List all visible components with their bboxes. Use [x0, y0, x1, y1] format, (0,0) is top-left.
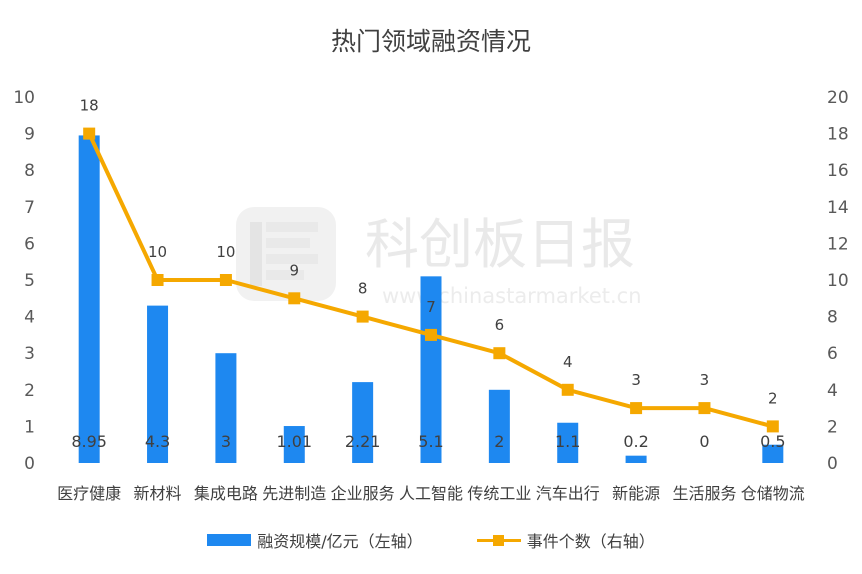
- category-label: 传统工业: [467, 484, 531, 503]
- bar: [557, 422, 579, 463]
- line-point: [698, 402, 711, 415]
- right-axis-tick-label: 2: [827, 417, 838, 437]
- right-axis-tick-label: 4: [827, 381, 838, 401]
- left-axis-tick-label: 8: [24, 161, 35, 181]
- right-axis-tick-label: 10: [827, 271, 849, 291]
- left-axis-tick-label: 5: [24, 271, 35, 291]
- category-label: 企业服务: [331, 484, 395, 503]
- left-axis-tick-label: 9: [24, 125, 35, 145]
- line-series: 18 10 10 9 8 7 6 4 3 3 2: [80, 97, 779, 433]
- left-axis-tick-label: 2: [24, 381, 35, 401]
- category-label: 新材料: [134, 484, 182, 503]
- bar-data-label: 0.5: [760, 432, 785, 451]
- left-axis: 0 1 2 3 4 5 6 7 8 9 10: [13, 88, 35, 474]
- bar: [420, 276, 442, 463]
- left-axis-tick-label: 3: [24, 344, 35, 364]
- legend-item-bar[interactable]: 融资规模/亿元（左轴）: [207, 528, 423, 552]
- line-data-label: 9: [289, 261, 299, 279]
- chart-title: 热门领域融资情况: [330, 27, 531, 56]
- right-axis-tick-label: 14: [827, 198, 849, 218]
- left-axis-tick-label: 10: [13, 88, 35, 108]
- line-data-label: 18: [80, 97, 99, 115]
- bar-data-label: 0: [699, 432, 709, 451]
- line-data-label: 3: [631, 371, 641, 389]
- right-axis-tick-label: 6: [827, 344, 838, 364]
- bar-data-label: 5.1: [418, 432, 443, 451]
- line-point: [630, 402, 643, 415]
- line-point: [219, 274, 232, 286]
- bar-data-label: 3: [221, 432, 231, 451]
- line-data-label: 4: [563, 353, 573, 371]
- bar: [283, 426, 305, 463]
- category-label: 人工智能: [399, 484, 463, 503]
- category-label: 集成电路: [194, 484, 258, 503]
- line-data-label: 3: [700, 371, 710, 389]
- bar-series: 8.95 4.3 3 1.01 2.21 5.1 2 1.1 0.2 0 0.5: [71, 135, 786, 463]
- right-axis-tick-label: 0: [827, 454, 838, 474]
- legend-bar-label: 融资规模/亿元（左轴）: [257, 532, 423, 551]
- right-axis-tick-label: 12: [827, 234, 849, 254]
- bar: [78, 135, 100, 463]
- line-data-label: 8: [358, 280, 368, 298]
- category-label: 新能源: [612, 484, 660, 503]
- right-axis-tick-label: 18: [827, 125, 849, 145]
- line-data-label: 10: [148, 243, 167, 261]
- line-data-label: 2: [768, 389, 778, 407]
- line-data-label: 6: [495, 316, 505, 334]
- line-point: [493, 347, 506, 360]
- legend-bar-swatch-icon: [207, 534, 252, 546]
- bar-data-label: 4.3: [145, 432, 170, 451]
- bar-data-label: 1.01: [276, 432, 312, 451]
- category-label: 先进制造: [262, 484, 326, 503]
- bar-data-label: 2: [494, 432, 504, 451]
- bar: [352, 382, 374, 463]
- left-axis-tick-label: 0: [24, 454, 35, 474]
- left-axis-tick-label: 6: [24, 234, 35, 254]
- bar: [625, 455, 647, 463]
- line-point: [561, 383, 574, 396]
- line-point: [151, 274, 164, 286]
- bar-data-label: 0.2: [623, 432, 648, 451]
- category-label: 生活服务: [672, 484, 736, 503]
- right-axis-tick-label: 8: [827, 308, 838, 328]
- left-axis-tick-label: 4: [24, 308, 35, 328]
- category-label: 汽车出行: [536, 484, 600, 503]
- bar: [488, 389, 510, 463]
- bar: [147, 305, 169, 463]
- bar-data-label: 1.1: [555, 432, 580, 451]
- legend-line-swatch-icon: [476, 534, 521, 546]
- category-label: 医疗健康: [57, 484, 121, 503]
- right-axis-tick-label: 16: [827, 161, 849, 181]
- line-data-label: 7: [426, 298, 436, 316]
- line-point: [766, 420, 779, 433]
- chinastar-logo-icon: [236, 207, 336, 301]
- left-axis-tick-label: 7: [24, 198, 35, 218]
- line-data-label: 10: [216, 243, 235, 261]
- bar-data-label: 8.95: [71, 432, 107, 451]
- line-point: [425, 328, 437, 341]
- bar: [215, 353, 237, 463]
- line-point: [288, 292, 301, 305]
- right-axis: 0 2 4 6 8 10 12 14 16 18 20: [827, 88, 849, 474]
- line-point: [356, 310, 369, 323]
- category-axis: 医疗健康 新材料 集成电路 先进制造 企业服务 人工智能 传统工业 汽车出行 新能源 生活服务 仓储…: [57, 484, 805, 503]
- legend: 融资规模/亿元（左轴） 事件个数（右轴）: [0, 528, 862, 552]
- line-point: [83, 127, 96, 140]
- category-label: 仓储物流: [741, 484, 805, 503]
- watermark-text: 科创板日报: [365, 213, 635, 276]
- legend-item-line[interactable]: 事件个数（右轴）: [476, 528, 655, 552]
- left-axis-tick-label: 1: [24, 417, 35, 437]
- bar: [762, 444, 784, 463]
- right-axis-tick-label: 20: [827, 88, 849, 108]
- legend-line-label: 事件个数（右轴）: [526, 532, 655, 551]
- bar-data-label: 2.21: [345, 432, 381, 451]
